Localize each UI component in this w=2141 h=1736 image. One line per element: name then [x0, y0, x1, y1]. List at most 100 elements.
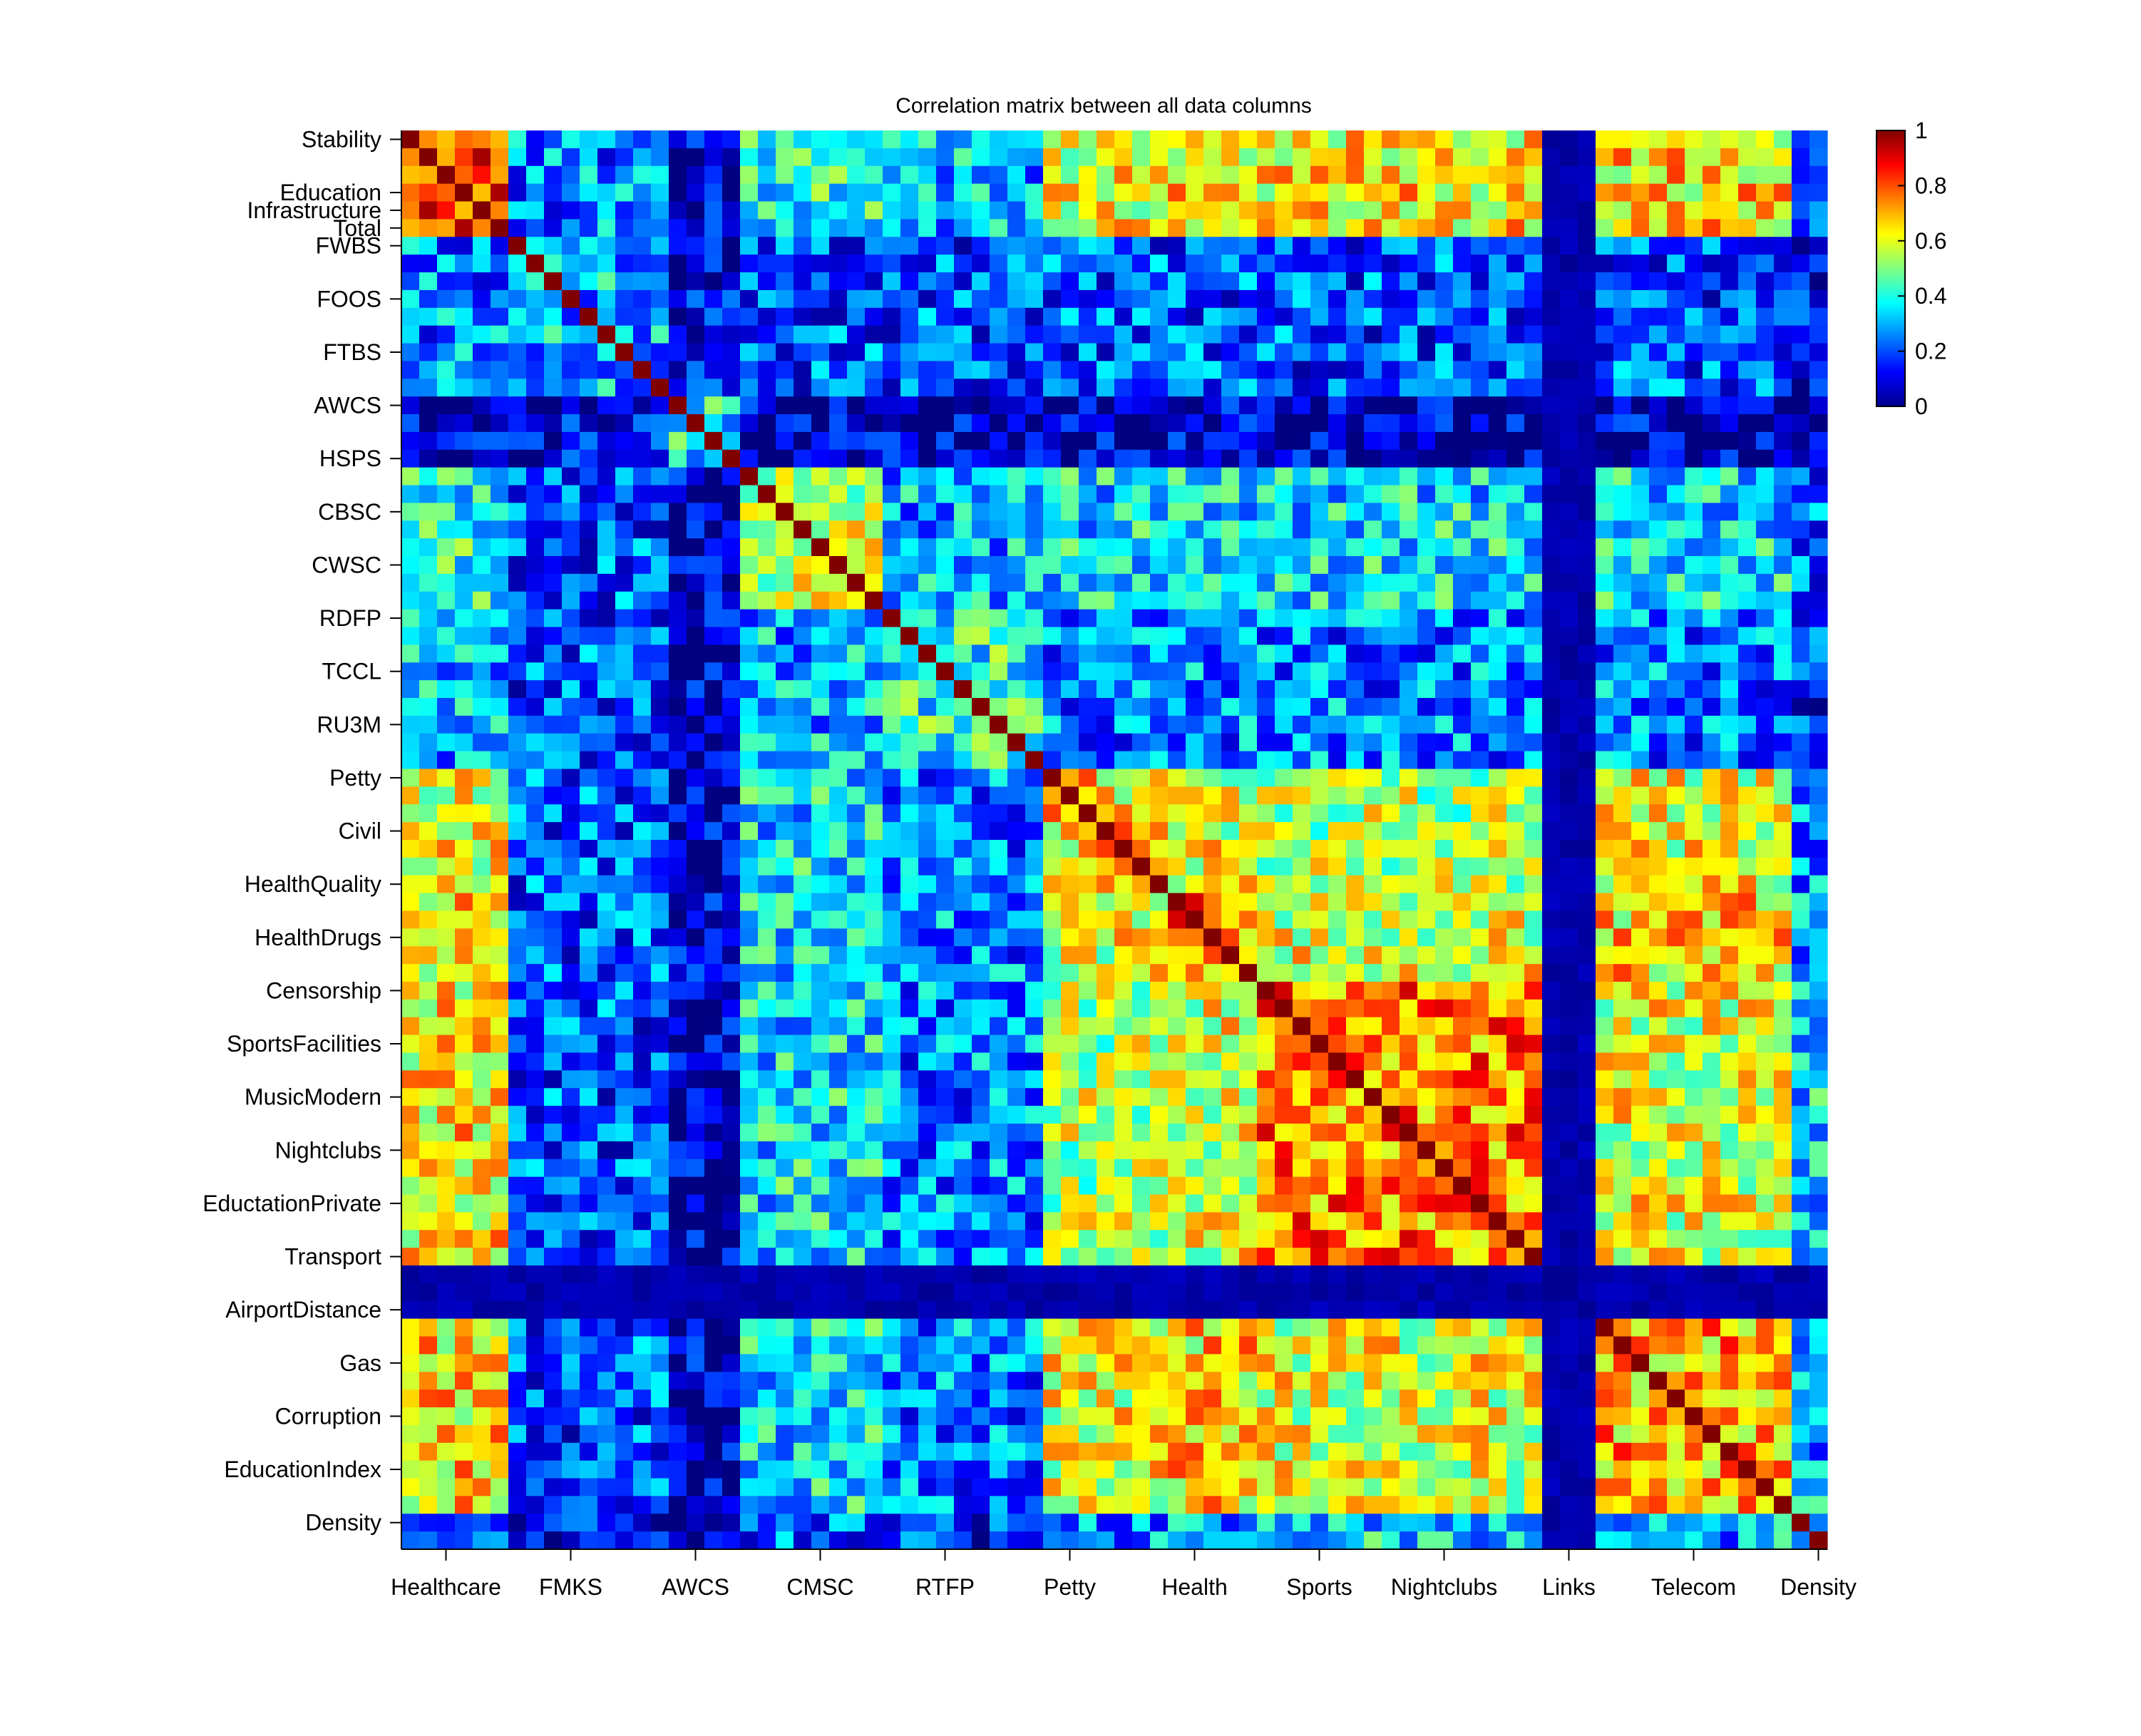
- heatmap-cell: [972, 715, 990, 734]
- heatmap-cell: [1132, 1106, 1151, 1124]
- heatmap-cell: [811, 804, 830, 823]
- heatmap-cell: [1435, 751, 1454, 770]
- heatmap-cell: [936, 272, 955, 291]
- heatmap-cell: [1649, 503, 1668, 521]
- heatmap-cell: [990, 1124, 1008, 1142]
- heatmap-cell: [900, 698, 919, 717]
- heatmap-cell: [455, 999, 473, 1018]
- heatmap-cell: [1186, 503, 1204, 521]
- heatmap-cell: [1685, 804, 1703, 823]
- heatmap-cell: [562, 183, 580, 202]
- heatmap-cell: [1774, 1176, 1792, 1196]
- heatmap-cell: [1150, 538, 1169, 557]
- heatmap-cell: [526, 1106, 545, 1124]
- heatmap-cell: [1275, 840, 1293, 858]
- heatmap-cell: [1097, 1124, 1115, 1142]
- heatmap-cell: [597, 698, 616, 717]
- heatmap-cell: [972, 573, 990, 592]
- heatmap-cell: [1346, 1176, 1365, 1196]
- heatmap-cell: [1453, 289, 1472, 309]
- heatmap-cell: [1221, 307, 1240, 327]
- heatmap-cell: [936, 769, 955, 787]
- heatmap-cell: [508, 396, 527, 415]
- heatmap-cell: [651, 361, 669, 379]
- heatmap-cell: [1257, 272, 1275, 291]
- heatmap-cell: [1364, 1141, 1382, 1160]
- heatmap-cell: [722, 733, 741, 752]
- heatmap-cell: [1346, 219, 1365, 237]
- heatmap-cell: [1364, 769, 1382, 787]
- heatmap-cell: [1203, 556, 1222, 575]
- heatmap-cell: [597, 1106, 616, 1124]
- heatmap-cell: [1649, 946, 1668, 965]
- heatmap-cell: [1649, 982, 1668, 1000]
- heatmap-cell: [865, 751, 883, 770]
- heatmap-cell: [615, 1159, 634, 1178]
- heatmap-cell: [508, 1124, 527, 1142]
- heatmap-cell: [811, 183, 830, 202]
- heatmap-cell: [1667, 307, 1685, 327]
- heatmap-cell: [1524, 219, 1543, 237]
- heatmap-cell: [669, 1052, 687, 1071]
- heatmap-cell: [1774, 999, 1792, 1018]
- heatmap-cell: [669, 1088, 687, 1106]
- heatmap-cell: [615, 910, 634, 929]
- heatmap-cell: [1435, 609, 1454, 628]
- heatmap-cell: [918, 1034, 937, 1054]
- heatmap-cell: [1667, 503, 1685, 521]
- heatmap-cell: [544, 1106, 563, 1124]
- heatmap-cell: [865, 786, 883, 805]
- heatmap-cell: [1221, 698, 1240, 717]
- heatmap-cell: [1025, 680, 1044, 699]
- heatmap-cell: [936, 289, 955, 309]
- heatmap-cell: [473, 680, 491, 699]
- heatmap-cell: [1257, 769, 1275, 787]
- heatmap-cell: [1382, 1034, 1400, 1054]
- heatmap-cell: [1275, 804, 1293, 823]
- heatmap-cell: [508, 1212, 527, 1231]
- heatmap-cell: [1685, 964, 1703, 982]
- heatmap-cell: [1221, 662, 1240, 681]
- heatmap-cell: [580, 875, 598, 894]
- heatmap-cell: [1596, 379, 1614, 397]
- heatmap-cell: [1203, 361, 1222, 379]
- heatmap-cell: [597, 289, 616, 309]
- heatmap-cell: [1756, 289, 1775, 309]
- heatmap-cell: [1756, 361, 1775, 379]
- heatmap-cell: [1524, 183, 1543, 202]
- heatmap-cell: [722, 201, 741, 220]
- heatmap-cell: [1275, 609, 1293, 628]
- heatmap-cell: [740, 1194, 759, 1213]
- heatmap-cell: [1809, 237, 1828, 255]
- heatmap-cell: [544, 928, 563, 947]
- heatmap-cell: [1310, 272, 1329, 291]
- heatmap-cell: [1239, 893, 1258, 912]
- heatmap-cell: [1524, 1176, 1543, 1196]
- heatmap-cell: [794, 804, 812, 823]
- heatmap-cell: [1417, 1106, 1436, 1124]
- heatmap-cell: [437, 503, 456, 521]
- heatmap-cell: [1435, 875, 1454, 894]
- heatmap-cell: [1150, 307, 1169, 327]
- heatmap-cell: [1506, 307, 1525, 327]
- heatmap-cell: [401, 1070, 420, 1089]
- heatmap-cell: [1275, 307, 1293, 327]
- heatmap-cell: [1453, 201, 1472, 220]
- heatmap-cell: [1489, 1088, 1507, 1106]
- heatmap-cell: [1221, 1034, 1240, 1054]
- heatmap-cell: [1061, 485, 1079, 503]
- heatmap-cell: [1524, 237, 1543, 255]
- heatmap-cell: [1310, 148, 1329, 167]
- heatmap-cell: [847, 999, 866, 1018]
- heatmap-cell: [776, 255, 794, 273]
- heatmap-cell: [1738, 662, 1757, 681]
- heatmap-cell: [918, 449, 937, 468]
- heatmap-cell: [811, 255, 830, 273]
- heatmap-cell: [1043, 627, 1062, 645]
- heatmap-cell: [1275, 396, 1293, 415]
- heatmap-cell: [1293, 698, 1311, 717]
- heatmap-cell: [1809, 485, 1828, 503]
- heatmap-cell: [419, 609, 438, 628]
- heatmap-cell: [1435, 183, 1454, 202]
- heatmap-cell: [1738, 1052, 1757, 1071]
